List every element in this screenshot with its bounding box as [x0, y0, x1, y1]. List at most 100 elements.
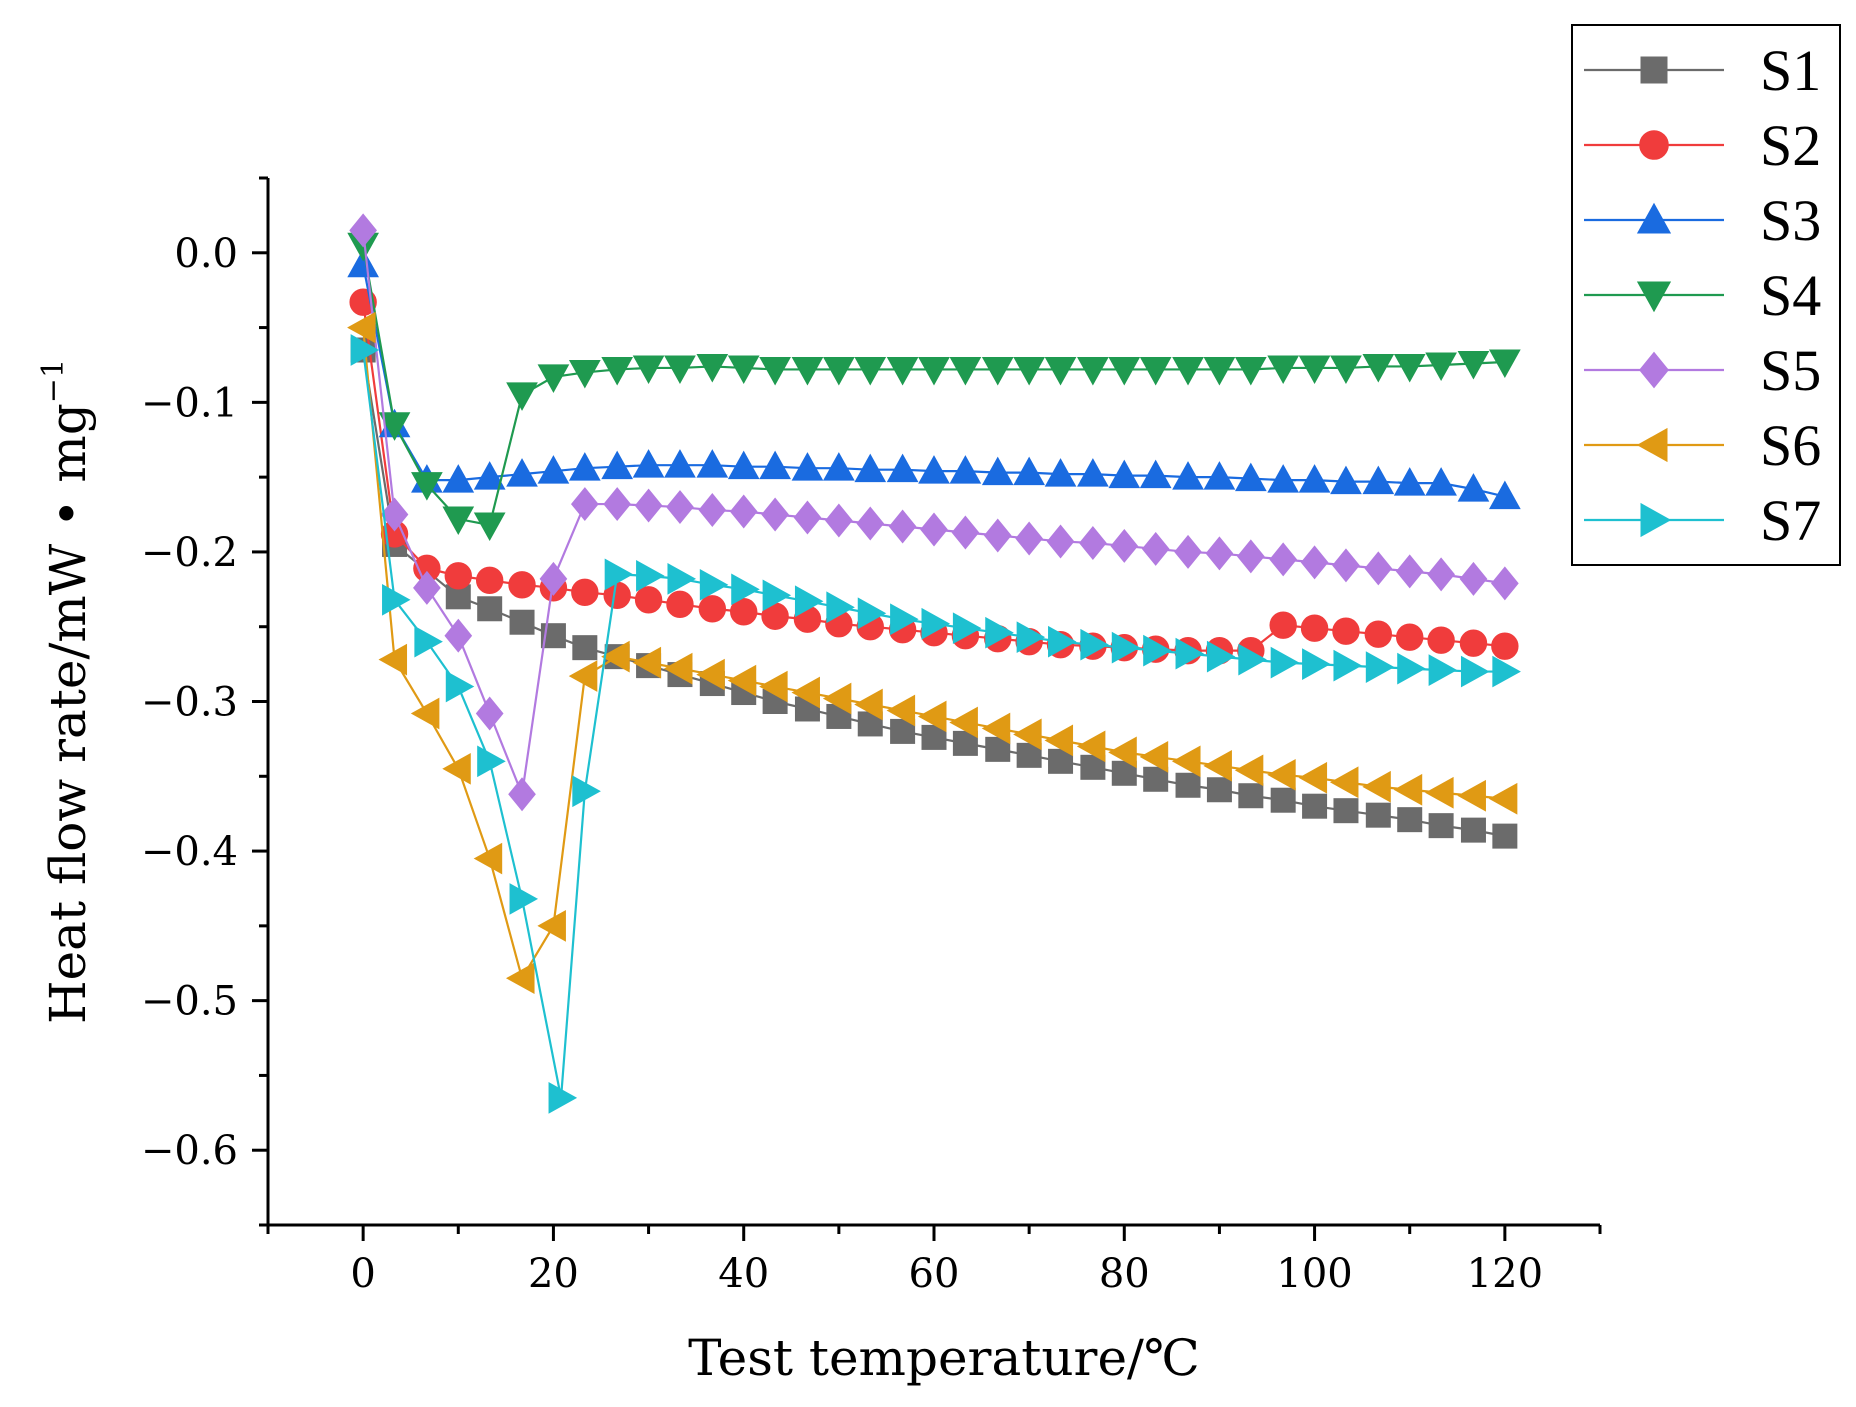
y-axis-title: Heat flow rate/mW • mg−1 [36, 359, 97, 1024]
data-point [985, 736, 1011, 762]
x-tick-label: 100 [1276, 1251, 1352, 1297]
data-point [759, 356, 791, 386]
legend-item-S7: S7 [1584, 488, 1821, 553]
data-point [634, 586, 663, 614]
data-point [477, 745, 506, 778]
data-point [731, 573, 760, 606]
legend-label: S1 [1760, 38, 1821, 103]
y-tick-label: −0.5 [141, 979, 238, 1025]
data-point [347, 311, 376, 344]
data-point [1108, 736, 1137, 769]
data-point [1044, 356, 1077, 386]
data-point [1016, 621, 1046, 654]
data-point [473, 461, 506, 490]
y-tick-label: −0.3 [141, 680, 238, 726]
data-point [825, 503, 853, 538]
data-point [1015, 521, 1043, 556]
axes: 0 20 40 60 80 100 120 0.0 −0.1 −0.2 −0.3 −0.4 −0.5 −0… [141, 176, 1602, 1297]
legend-label: S2 [1760, 113, 1821, 178]
data-point [601, 356, 634, 386]
legend-marker [1640, 56, 1668, 84]
data-point [1267, 464, 1300, 493]
data-point [1234, 356, 1267, 386]
data-point [442, 464, 475, 493]
data-point [1425, 467, 1457, 496]
data-point [568, 660, 598, 692]
data-point [1270, 787, 1296, 813]
legend-item-S2: S2 [1584, 113, 1821, 178]
data-point [1236, 539, 1265, 574]
data-point [1457, 779, 1486, 812]
data-point [791, 676, 820, 709]
data-point [727, 355, 760, 384]
data-point [571, 578, 599, 607]
legend-label: S4 [1760, 263, 1821, 328]
data-point [696, 353, 729, 383]
legend-marker [1640, 502, 1672, 538]
legend-marker [1639, 351, 1669, 389]
data-point [570, 487, 599, 522]
data-point [350, 334, 380, 366]
data-point [572, 635, 598, 661]
data-point [1044, 458, 1077, 487]
data-point [539, 561, 568, 596]
data-point [1393, 353, 1426, 383]
data-point [949, 356, 982, 386]
data-point [759, 670, 788, 703]
data-point [1206, 640, 1236, 673]
data-point [1267, 758, 1296, 791]
data-point [477, 596, 503, 622]
data-point [1203, 461, 1236, 490]
data-point [1298, 761, 1328, 794]
data-point [1425, 776, 1454, 809]
data-point [632, 449, 665, 478]
data-point [1362, 770, 1391, 803]
data-point [473, 512, 506, 542]
data-point [1362, 465, 1395, 495]
data-point [696, 449, 729, 478]
data-point [1365, 651, 1395, 683]
data-point [823, 356, 855, 386]
data-point [1203, 749, 1232, 782]
data-point [1425, 352, 1457, 381]
data-point [1111, 631, 1141, 664]
data-point [1143, 634, 1172, 667]
legend-marker [1636, 281, 1672, 313]
data-point [952, 612, 982, 645]
data-point [1205, 536, 1234, 571]
data-point [1332, 617, 1360, 645]
data-point [921, 607, 951, 640]
data-point [506, 382, 538, 411]
data-point [603, 487, 632, 522]
data-point [1492, 655, 1521, 688]
data-point [918, 356, 950, 386]
data-point [666, 490, 694, 525]
data-point [1332, 548, 1360, 583]
data-point [349, 213, 377, 248]
data-point [380, 497, 409, 532]
data-point [1174, 534, 1202, 569]
data-point [1139, 356, 1172, 386]
data-point [1076, 730, 1106, 763]
data-point [636, 560, 665, 592]
data-point [1143, 766, 1169, 792]
y-axis-title-main: Heat flow rate/mW • mg [39, 403, 97, 1024]
data-point [663, 652, 693, 685]
data-point [1203, 356, 1236, 386]
data-point [699, 568, 729, 601]
data-point [981, 712, 1011, 745]
data-point [1333, 798, 1359, 824]
data-point [442, 506, 475, 536]
x-tick-label: 0 [350, 1251, 375, 1297]
data-point [1141, 531, 1170, 566]
data-point [890, 603, 919, 636]
data-point [1364, 620, 1393, 648]
data-point [1489, 480, 1521, 510]
data-point [414, 625, 443, 658]
data-point [568, 359, 601, 389]
data-point [1489, 349, 1521, 379]
data-point [854, 356, 887, 386]
data-point [1234, 462, 1267, 492]
legend-item-S5: S5 [1584, 338, 1821, 403]
data-point [445, 670, 475, 703]
